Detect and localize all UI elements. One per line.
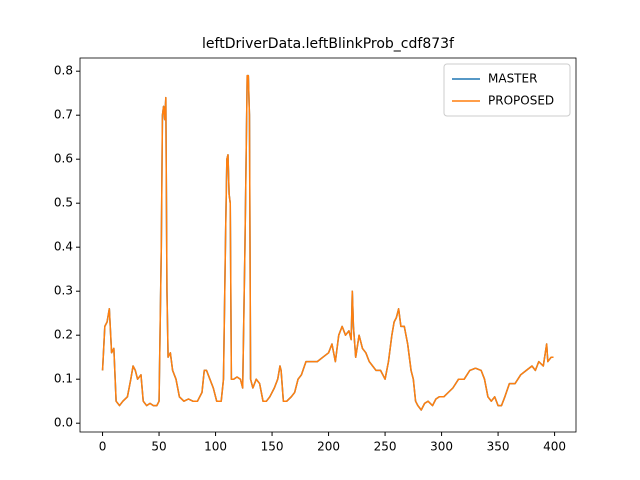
y-tick-label: 0.0 xyxy=(54,416,73,430)
plot-frame xyxy=(79,57,577,433)
y-tick-label: 0.4 xyxy=(54,240,73,254)
x-tick-label: 300 xyxy=(430,440,453,454)
y-tick-label: 0.6 xyxy=(54,152,73,166)
x-tick-label: 350 xyxy=(487,440,510,454)
y-tick-label: 0.1 xyxy=(54,372,73,386)
y-tick-label: 0.8 xyxy=(54,64,73,78)
legend-label: MASTER xyxy=(488,72,537,86)
y-tick-label: 0.5 xyxy=(54,196,73,210)
chart-title: leftDriverData.leftBlinkProb_cdf873f xyxy=(202,36,455,52)
x-tick-label: 50 xyxy=(151,440,166,454)
x-tick-label: 100 xyxy=(204,440,227,454)
y-tick-label: 0.3 xyxy=(54,284,73,298)
legend-box xyxy=(443,63,571,117)
x-tick-label: 0 xyxy=(99,440,107,454)
legend-label: PROPOSED xyxy=(488,94,554,108)
series-line xyxy=(101,74,554,411)
x-tick-label: 200 xyxy=(317,440,340,454)
y-tick-label: 0.7 xyxy=(54,108,73,122)
x-tick-label: 150 xyxy=(261,440,284,454)
y-tick-label: 0.2 xyxy=(54,328,73,342)
x-tick-label: 250 xyxy=(374,440,397,454)
x-tick-label: 400 xyxy=(543,440,566,454)
